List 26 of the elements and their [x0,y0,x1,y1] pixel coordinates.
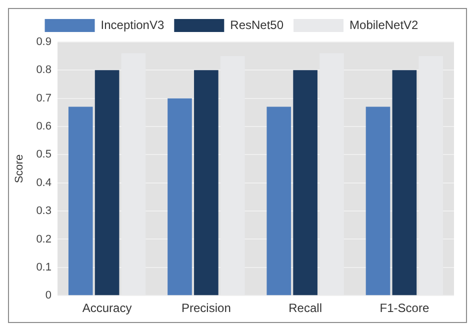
y-tick-label: 0.9 [36,36,52,48]
y-tick-label: 0.5 [36,148,52,161]
bar [392,70,417,296]
x-tick-label: Recall [288,301,322,316]
x-tick-label: Accuracy [82,301,132,316]
y-tick-label: 0.6 [36,120,52,133]
bar [68,106,93,296]
bar [94,70,120,296]
y-tick-label: 0.2 [36,233,52,246]
bar [194,70,218,296]
y-tick-label: 0.1 [36,261,52,274]
x-tick-label: Precision [182,301,231,316]
bar [168,98,192,296]
y-axis-title: Score [14,154,26,184]
legend-label: MobileNetV2 [350,18,419,32]
y-tick-label: 0 [45,290,52,302]
x-tick-label: F1-Score [380,301,430,316]
y-tick-label: 0.3 [36,205,52,218]
legend-label: InceptionV3 [100,18,164,32]
bar [266,106,292,296]
y-tick-label: 0.4 [36,176,52,189]
y-tick-label: 0.8 [36,64,52,76]
legend-label: ResNet50 [230,18,284,32]
bar [366,106,390,296]
y-tick-label: 0.7 [36,92,52,104]
bar [293,70,318,296]
